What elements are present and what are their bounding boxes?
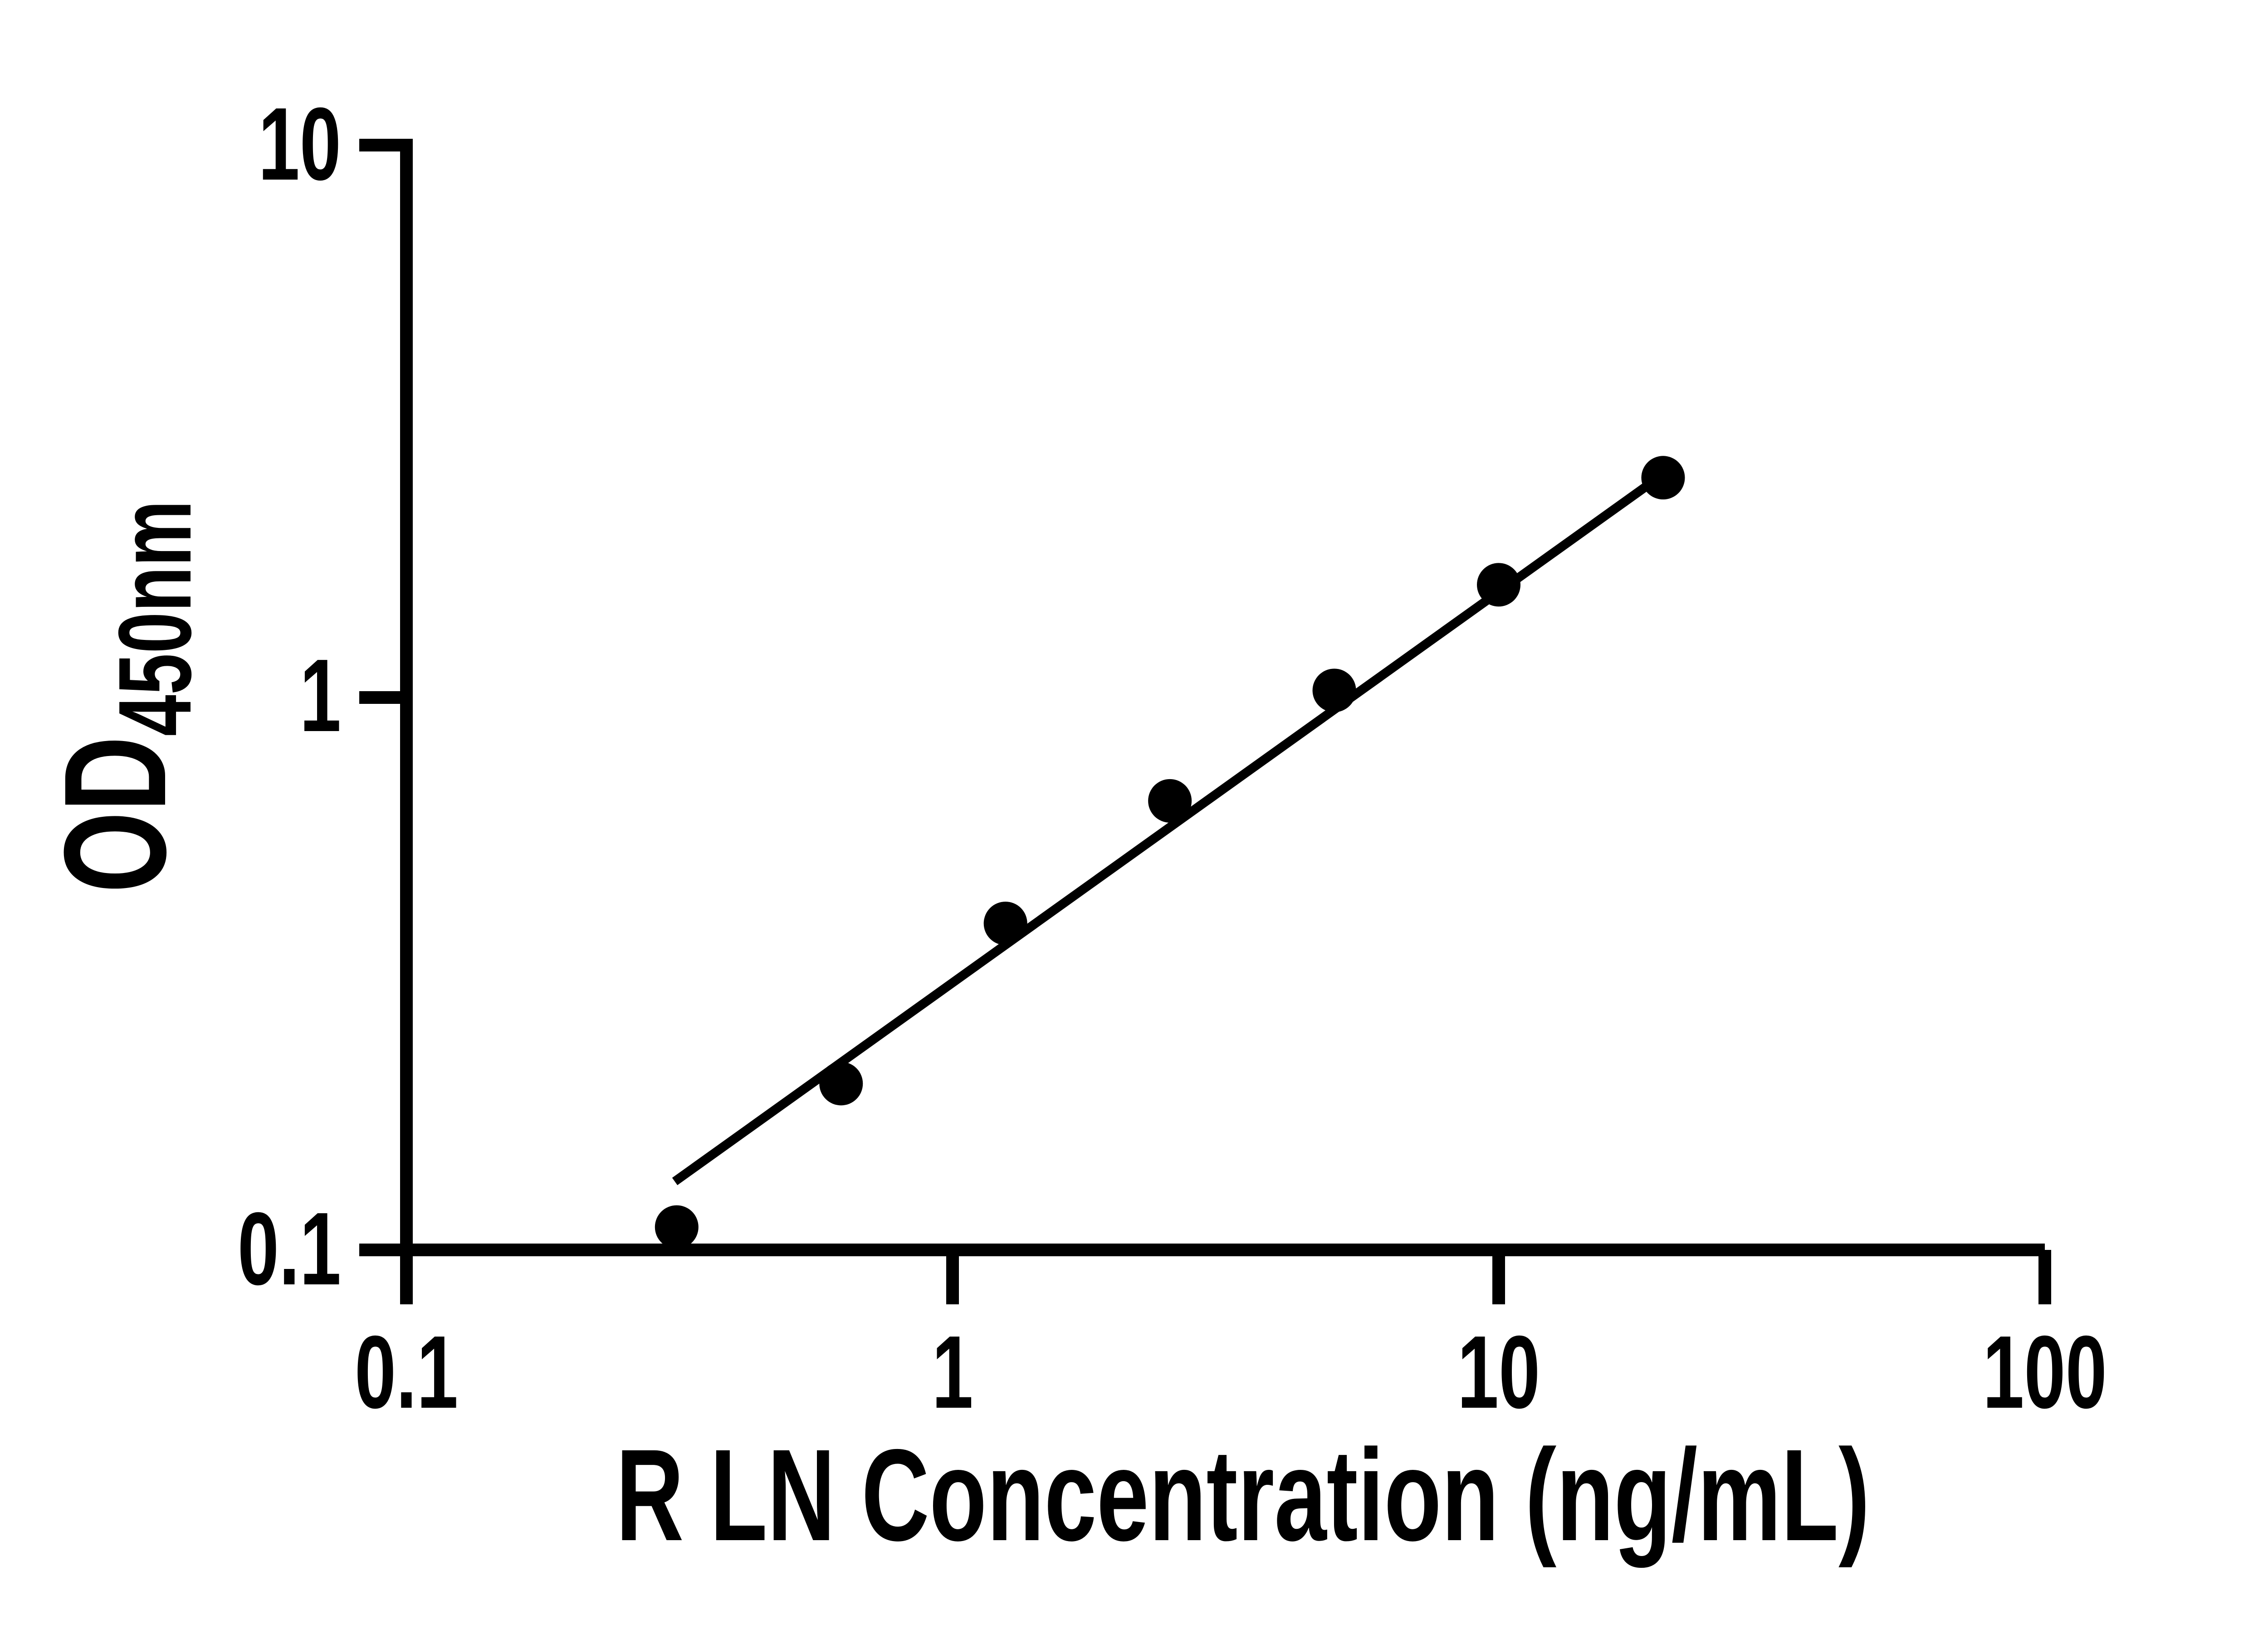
y-axis-title-main: OD <box>34 736 196 893</box>
data-point <box>1312 668 1356 712</box>
x-tick-label-100: 100 <box>1983 1315 2107 1431</box>
data-point <box>1477 563 1520 607</box>
x-tick-label-1: 1 <box>932 1315 973 1431</box>
y-tick-label-0p1: 0.1 <box>237 1191 341 1307</box>
data-points-group <box>655 456 1685 1249</box>
y-tick-label-10: 10 <box>258 86 341 202</box>
y-axis-title: OD450nm <box>34 500 232 893</box>
x-tick-label-0p1: 0.1 <box>354 1315 459 1431</box>
data-point <box>655 1205 699 1249</box>
data-point <box>1148 779 1192 823</box>
data-point <box>819 1062 863 1106</box>
x-tick-label-10: 10 <box>1457 1315 1540 1431</box>
y-tick-label-1: 1 <box>299 639 341 755</box>
y-axis-title-subscript: 450nm <box>98 500 214 737</box>
x-axis-title: R LN Concentration (ng/mL) <box>616 1424 1870 1569</box>
data-point <box>1641 456 1685 500</box>
data-point <box>983 902 1027 946</box>
